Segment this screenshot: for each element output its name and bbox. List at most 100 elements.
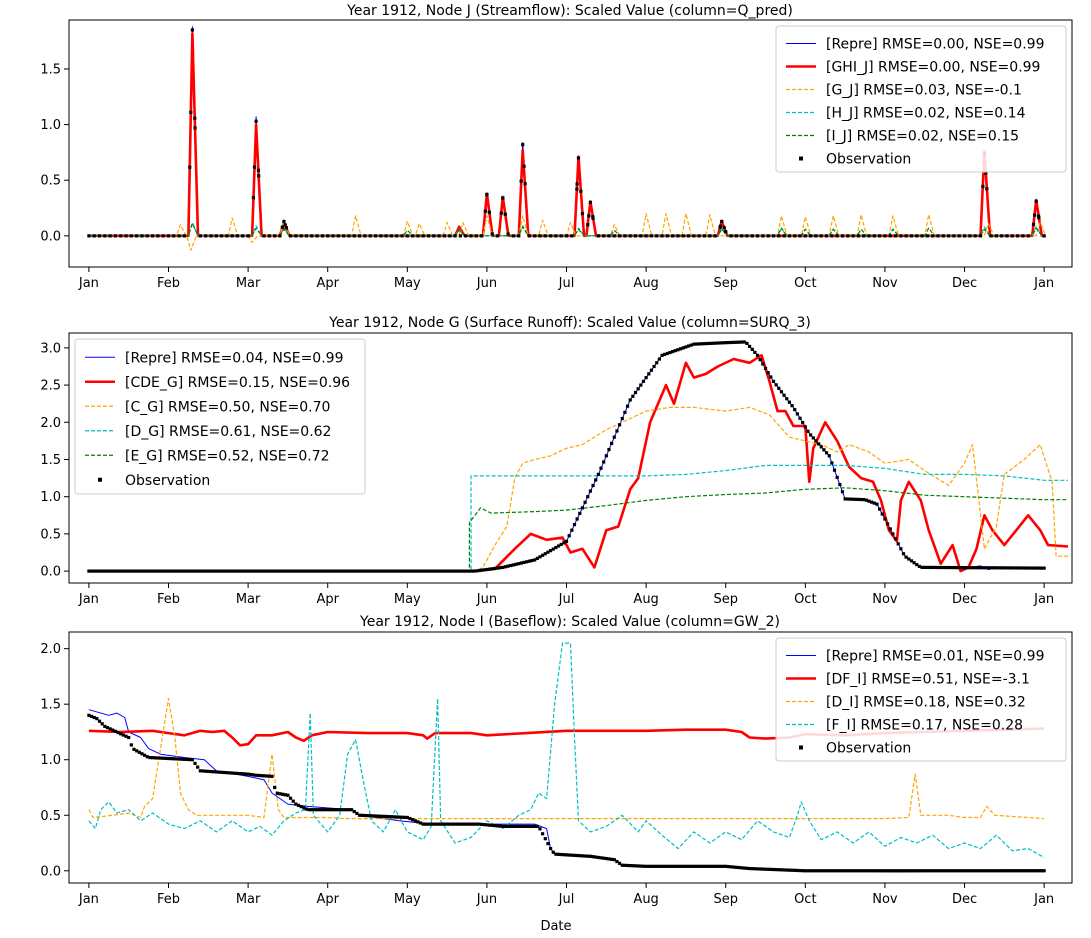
observation-point — [957, 869, 961, 873]
observation-point — [320, 808, 325, 812]
observation-point — [973, 869, 977, 873]
observation-point — [912, 869, 916, 873]
observation-point — [219, 569, 224, 573]
observation-point — [801, 869, 805, 873]
observation-point — [729, 340, 733, 345]
observation-point — [570, 234, 574, 238]
observation-point — [97, 234, 102, 238]
observation-point — [400, 569, 404, 573]
observation-point — [97, 719, 102, 723]
observation-point — [901, 552, 906, 556]
x-tick-label: Sep — [713, 276, 738, 291]
observation-point — [957, 234, 961, 238]
observation-point — [941, 234, 945, 238]
x-tick-label: Mar — [236, 592, 261, 607]
observation-point — [201, 769, 205, 773]
observation-point — [962, 566, 967, 570]
observation-point — [883, 869, 887, 873]
observation-point — [777, 386, 781, 390]
observation-point — [389, 815, 393, 819]
observation-point — [397, 569, 401, 573]
observation-point — [108, 234, 112, 238]
observation-point — [166, 569, 171, 573]
observation-point — [89, 714, 94, 719]
observation-point — [119, 569, 123, 573]
observation-point — [567, 853, 571, 857]
y-tick-label: 1.0 — [40, 490, 61, 505]
observation-point — [732, 865, 736, 869]
observation-point — [722, 225, 726, 230]
observation-point — [368, 569, 372, 573]
observation-point — [639, 864, 643, 868]
observation-point — [135, 234, 139, 238]
observation-point — [798, 868, 802, 873]
observation-point — [872, 234, 876, 238]
observation-point — [442, 569, 447, 573]
observation-point — [251, 196, 256, 200]
observation-point — [137, 750, 141, 754]
observation-point — [472, 569, 476, 573]
observation-point — [1023, 869, 1028, 873]
observation-point — [679, 347, 683, 351]
chart-panel-streamflow: Year 1912, Node J (Streamflow): Scaled V… — [40, 3, 1073, 291]
observation-point — [339, 808, 343, 812]
observation-point — [604, 856, 608, 861]
observation-point — [668, 350, 672, 355]
observation-point — [864, 869, 868, 873]
y-tick-label: 0.0 — [40, 864, 61, 879]
observation-point — [296, 569, 301, 573]
observation-point — [718, 341, 723, 345]
observation-point — [708, 864, 712, 868]
observation-point — [227, 569, 232, 573]
observation-point — [503, 565, 508, 569]
observation-point — [543, 552, 547, 556]
observation-point — [196, 765, 200, 769]
observation-point — [161, 569, 165, 573]
observation-point — [594, 478, 598, 482]
observation-point — [357, 813, 362, 817]
observation-point — [193, 126, 197, 130]
observation-point — [546, 842, 550, 846]
observation-point — [331, 808, 335, 812]
observation-point — [235, 771, 240, 776]
legend-label: [GHI_J] RMSE=0.00, NSE=0.99 — [826, 60, 1040, 76]
observation-point — [1013, 566, 1017, 570]
observation-point — [424, 569, 428, 573]
observation-point — [482, 568, 486, 572]
observation-point — [928, 565, 932, 570]
observation-point — [522, 560, 526, 565]
observation-point — [641, 379, 646, 383]
observation-point — [389, 234, 393, 238]
observation-point — [315, 808, 319, 812]
observation-point — [832, 468, 837, 472]
observation-point — [936, 869, 940, 873]
observation-point — [830, 461, 834, 465]
observation-point — [434, 822, 439, 826]
observation-point — [554, 852, 558, 856]
chart-title: Year 1912, Node G (Surface Runoff): Scal… — [328, 315, 811, 331]
observation-point — [95, 717, 99, 721]
observation-point — [150, 234, 155, 238]
observation-point — [862, 869, 866, 873]
observation-point — [867, 234, 871, 238]
observation-point — [212, 770, 216, 774]
observation-point — [514, 562, 518, 566]
observation-point — [587, 214, 591, 218]
observation-point — [607, 234, 611, 238]
observation-point — [204, 569, 208, 573]
observation-point — [304, 569, 309, 573]
observation-point — [607, 857, 611, 861]
observation-point — [334, 569, 338, 573]
series-line — [88, 213, 1047, 251]
observation-point — [851, 234, 855, 238]
observation-point — [326, 808, 330, 812]
observation-point — [288, 796, 293, 800]
observation-point — [631, 864, 635, 868]
observation-point — [816, 442, 821, 446]
observation-point — [1039, 869, 1044, 873]
observation-point — [214, 234, 218, 238]
observation-point — [620, 416, 624, 421]
observation-point — [296, 803, 301, 807]
observation-point — [373, 234, 378, 238]
observation-point — [113, 569, 118, 573]
